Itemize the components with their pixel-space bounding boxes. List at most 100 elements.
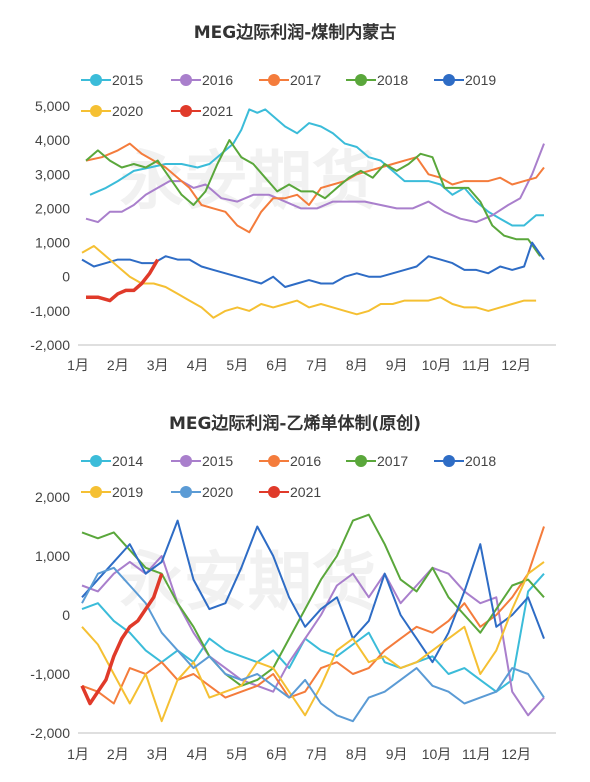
legend-item-2015[interactable]: 2015	[171, 453, 234, 469]
x-tick-label: 1月	[67, 746, 89, 762]
series-line-2017	[81, 513, 545, 687]
y-tick-label: -2,000	[30, 725, 70, 741]
x-tick-label: 11月	[462, 746, 491, 762]
legend-label: 2018	[465, 453, 497, 469]
legend-marker-icon	[259, 74, 289, 86]
legend-item-2018[interactable]: 2018	[346, 72, 409, 88]
legend-item-2016[interactable]: 2016	[259, 453, 322, 469]
x-tick-label: 10月	[422, 357, 452, 373]
y-tick-label: 1,000	[35, 235, 70, 251]
legend-label: 2016	[290, 453, 322, 469]
legend-label: 2020	[112, 103, 144, 119]
x-tick-label: 8月	[346, 746, 368, 762]
legend-marker-icon	[259, 486, 289, 498]
y-tick-label: 3,000	[35, 166, 70, 182]
legend-marker-icon	[434, 455, 464, 467]
legend-item-2017[interactable]: 2017	[346, 453, 409, 469]
legend-marker-icon	[434, 74, 464, 86]
x-tick-label: 12月	[501, 357, 531, 373]
x-tick-label: 2月	[107, 357, 129, 373]
y-tick-label: -1,000	[30, 666, 70, 682]
y-tick-label: 0	[62, 269, 70, 285]
legend-label: 2021	[202, 103, 234, 119]
x-tick-label: 9月	[386, 357, 408, 373]
series-line-2020	[81, 566, 545, 723]
legend-item-2019[interactable]: 2019	[434, 72, 497, 88]
legend-item-2021[interactable]: 2021	[259, 484, 322, 500]
series-line-2017	[85, 142, 545, 234]
x-tick-label: 7月	[306, 746, 328, 762]
chart-title: MEG边际利润-煤制内蒙古	[193, 23, 397, 43]
x-tick-label: 1月	[67, 357, 89, 373]
x-tick-label: 3月	[147, 357, 169, 373]
x-tick-label: 6月	[266, 357, 288, 373]
series-line-2018	[85, 139, 541, 257]
y-tick-label: -2,000	[30, 337, 70, 353]
series-line-2021	[86, 258, 160, 303]
legend-marker-icon	[171, 486, 201, 498]
legend-item-2021[interactable]: 2021	[171, 103, 234, 119]
legend-label: 2017	[290, 72, 322, 88]
series-line-2014	[81, 573, 545, 693]
x-tick-label: 3月	[147, 746, 169, 762]
legend-label: 2021	[290, 484, 322, 500]
line-chart: 5,000 4,000 3,000 2,000 1,000 0 -1,000 -2,000 1月…	[30, 98, 556, 373]
y-tick-label: 2,000	[35, 200, 70, 216]
x-tick-label: 5月	[226, 746, 248, 762]
legend-item-2016[interactable]: 2016	[171, 72, 234, 88]
legend-item-2020[interactable]: 2020	[171, 484, 234, 500]
chart-panel-ethylene: MEG边际利润-乙烯单体制(原创) 2014 2015 2016 2017 2018 20…	[0, 391, 590, 782]
legend-marker-icon	[81, 486, 111, 498]
series-line-2019	[81, 561, 545, 723]
legend-item-2020[interactable]: 2020	[81, 103, 144, 119]
x-tick-label: 8月	[346, 357, 368, 373]
legend-label: 2017	[377, 453, 409, 469]
x-tick-label: 4月	[187, 746, 209, 762]
legend-item-2014[interactable]: 2014	[81, 453, 144, 469]
legend-item-2017[interactable]: 2017	[259, 72, 322, 88]
y-tick-label: 1,000	[35, 548, 70, 564]
chart-title: MEG边际利润-乙烯单体制(原创)	[168, 414, 422, 434]
legend-marker-icon	[171, 105, 201, 117]
legend-marker-icon	[171, 455, 201, 467]
series-line-2015	[89, 108, 544, 227]
legend-label: 2015	[202, 453, 234, 469]
legend-label: 2015	[112, 72, 144, 88]
series-line-2016	[81, 526, 545, 705]
series-line-2018	[81, 519, 545, 664]
series-line-2020	[81, 245, 537, 319]
legend-marker-icon	[259, 455, 289, 467]
x-tick-label: 2月	[107, 746, 129, 762]
legend-marker-icon	[346, 455, 376, 467]
x-tick-label: 12月	[501, 746, 531, 762]
chart-panel-coal: MEG边际利润-煤制内蒙古 2015 2016 2017 2018 2019 2020 20…	[30, 23, 556, 373]
legend-label: 2019	[465, 72, 497, 88]
legend-marker-icon	[81, 74, 111, 86]
x-tick-label: 5月	[226, 357, 248, 373]
series-line-2019	[81, 241, 545, 288]
legend-label: 2019	[112, 484, 144, 500]
legend-label: 2020	[202, 484, 234, 500]
x-tick-label: 9月	[386, 746, 408, 762]
series-line-2015	[81, 555, 545, 717]
legend-label: 2018	[377, 72, 409, 88]
x-tick-label: 7月	[306, 357, 328, 373]
legend-marker-icon	[346, 74, 376, 86]
series-line-2021	[80, 573, 164, 706]
legend-item-2018[interactable]: 2018	[434, 453, 497, 469]
legend-marker-icon	[171, 74, 201, 86]
line-chart: 2,000 1,000 0 -1,000 -2,000 1月 2月 3月 4月 5月 6月 7月 8月 9…	[30, 489, 556, 762]
y-tick-label: 5,000	[35, 98, 70, 114]
y-tick-label: 0	[62, 607, 70, 623]
legend-label: 2016	[202, 72, 234, 88]
series-line-2016	[85, 143, 545, 224]
legend-item-2015[interactable]: 2015	[81, 72, 144, 88]
x-tick-label: 6月	[266, 746, 288, 762]
y-tick-label: -1,000	[30, 303, 70, 319]
legend-label: 2014	[112, 453, 144, 469]
x-tick-label: 4月	[187, 357, 209, 373]
y-tick-label: 4,000	[35, 132, 70, 148]
y-tick-label: 2,000	[35, 489, 70, 505]
legend-item-2019[interactable]: 2019	[81, 484, 144, 500]
legend-marker-icon	[81, 105, 111, 117]
